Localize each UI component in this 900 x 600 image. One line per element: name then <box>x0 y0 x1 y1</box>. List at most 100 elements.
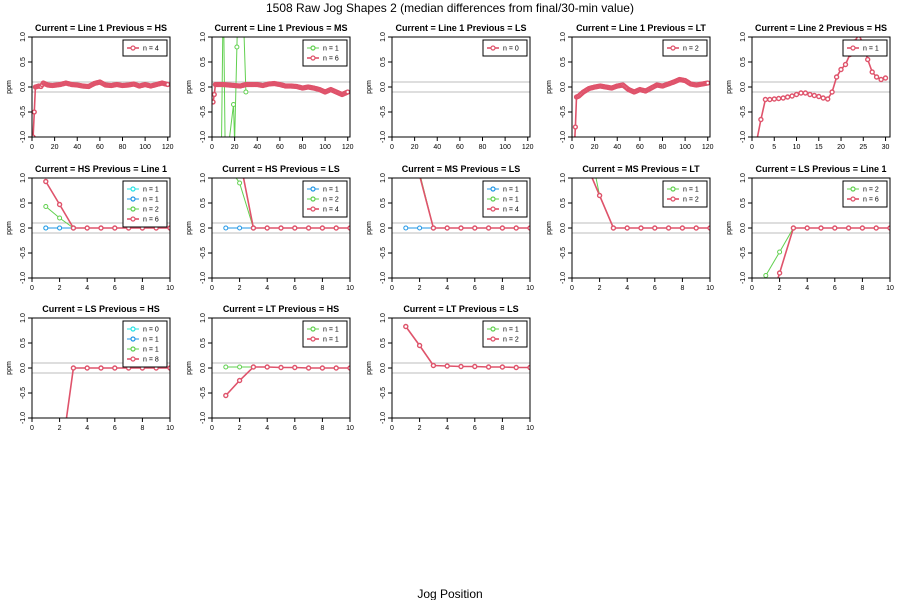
data-point-red <box>236 377 243 384</box>
x-tick-label: 10 <box>526 285 534 292</box>
x-tick-label: 25 <box>859 144 867 151</box>
y-axis-label: ppm <box>186 221 193 235</box>
y-tick-label: 0.0 <box>380 223 387 233</box>
data-point-red <box>224 126 228 130</box>
data-point-red <box>404 126 408 130</box>
legend-swatch-marker <box>130 206 136 212</box>
legend-swatch-marker <box>490 45 496 51</box>
data-point-red <box>859 225 866 231</box>
legend-label: n = 8 <box>143 357 159 364</box>
x-tick-label: 4 <box>85 285 89 292</box>
series-line-red <box>405 326 530 369</box>
legend-label: n = 1 <box>323 337 339 344</box>
y-tick-label: -1.0 <box>380 412 387 424</box>
x-tick-label: 20 <box>411 144 419 151</box>
data-point-green <box>57 215 63 221</box>
figure-xlabel: Jog Position <box>417 587 482 600</box>
data-point-red <box>56 201 63 208</box>
x-tick-label: 40 <box>613 144 621 151</box>
y-tick-label: -1.0 <box>20 131 27 143</box>
y-tick-label: -0.5 <box>380 247 387 259</box>
data-point-red <box>43 178 49 185</box>
y-tick-label: 0.0 <box>20 363 27 373</box>
y-tick-label: 0.5 <box>740 198 747 208</box>
y-tick-label: 0.5 <box>20 338 27 348</box>
data-point-red <box>238 156 242 160</box>
legend-label: n = 2 <box>683 197 699 204</box>
data-point-red <box>264 364 270 370</box>
data-point-red <box>829 89 835 95</box>
legend-label: n = 1 <box>143 347 159 354</box>
x-tick-label: 8 <box>320 285 324 292</box>
y-tick-label: 1.0 <box>740 173 747 183</box>
series-line-red <box>225 366 350 397</box>
legend-swatch-marker <box>130 186 136 192</box>
legend-swatch-marker <box>490 196 496 202</box>
data-point-red <box>798 90 804 96</box>
x-tick-label: 10 <box>886 285 894 292</box>
y-axis-label: ppm <box>6 80 13 94</box>
data-point-green <box>237 180 243 186</box>
data-point-red <box>305 365 312 371</box>
x-tick-label: 2 <box>418 285 422 292</box>
data-point-red <box>499 225 506 231</box>
data-point-red <box>610 225 617 231</box>
x-tick-label: 2 <box>238 425 242 432</box>
legend-label: n = 4 <box>323 207 339 214</box>
y-tick-label: 0.0 <box>380 363 387 373</box>
x-tick-label: 2 <box>58 285 62 292</box>
data-point-red <box>572 124 578 130</box>
data-point-red <box>458 363 464 370</box>
y-axis-label: ppm <box>546 80 553 94</box>
data-point-blue <box>417 225 423 231</box>
y-axis-label: ppm <box>186 361 193 375</box>
data-point-red <box>278 364 284 371</box>
x-tick-label: 8 <box>500 425 504 432</box>
series-line-red <box>419 178 530 229</box>
x-tick-label: 4 <box>445 425 449 432</box>
x-tick-label: 0 <box>750 285 754 292</box>
data-point-red <box>98 225 104 231</box>
data-point-blue <box>57 225 63 231</box>
figure-title: 1508 Raw Jog Shapes 2 (median difference… <box>266 1 634 15</box>
data-point-blue <box>403 225 409 231</box>
x-tick-label: 10 <box>346 425 354 432</box>
panel-title: Current = HS Previous = Line 1 <box>35 164 167 174</box>
data-point-red <box>816 93 822 100</box>
y-tick-label: 0.5 <box>200 338 207 348</box>
y-tick-label: 1.0 <box>200 313 207 323</box>
panel-title: Current = Line 1 Previous = MS <box>214 23 347 33</box>
y-tick-label: -1.0 <box>740 272 747 284</box>
data-point-red <box>333 225 339 231</box>
data-point-red <box>305 225 312 231</box>
data-point-red <box>811 92 817 99</box>
legend-swatch-marker <box>670 45 676 51</box>
data-point-red <box>98 365 104 371</box>
data-point-red <box>212 91 217 98</box>
y-tick-label: -1.0 <box>560 272 567 284</box>
y-tick-label: -0.5 <box>200 387 207 399</box>
x-tick-label: 80 <box>299 144 307 151</box>
data-point-red <box>292 225 298 231</box>
x-tick-label: 5 <box>772 144 776 151</box>
legend-box <box>302 320 348 348</box>
legend-label: n = 1 <box>143 337 159 344</box>
panel-title: Current = HS Previous = LS <box>222 164 340 174</box>
x-tick-label: 100 <box>679 144 691 151</box>
y-tick-label: 0.0 <box>380 82 387 92</box>
x-tick-label: 60 <box>276 144 284 151</box>
y-tick-label: 0.0 <box>20 223 27 233</box>
data-point-red <box>333 365 339 371</box>
legend-swatch-marker <box>130 45 136 51</box>
legend-label: n = 1 <box>503 327 519 334</box>
legend: n = 1 n = 6 <box>302 39 348 67</box>
data-point-red <box>833 74 840 80</box>
legend-box <box>482 39 528 57</box>
data-point-red <box>32 109 37 115</box>
legend-swatch-marker <box>310 336 316 342</box>
legend: n = 2 n = 6 <box>842 180 888 208</box>
data-point-red <box>624 225 630 231</box>
data-point-red <box>679 225 686 231</box>
panel-data <box>572 76 710 137</box>
y-tick-label: 1.0 <box>200 173 207 183</box>
